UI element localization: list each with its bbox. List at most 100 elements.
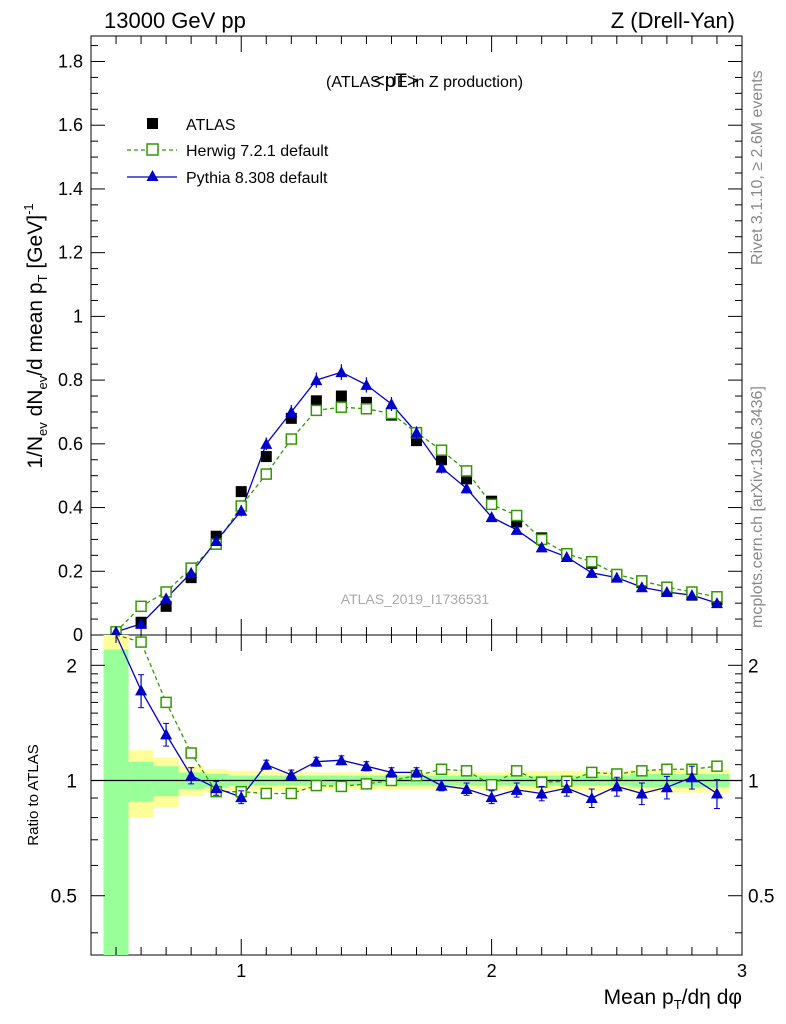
herwig-ratio-point bbox=[185, 747, 197, 759]
herwig-point bbox=[485, 498, 498, 511]
pythia-ratio-point bbox=[635, 787, 648, 799]
legend-atlas-label: ATLAS bbox=[186, 117, 236, 134]
ratio-band-green bbox=[128, 761, 154, 802]
herwig-point bbox=[135, 600, 147, 613]
pythia-point bbox=[110, 625, 123, 637]
ratio-y-axis-label: Ratio to ATLAS bbox=[25, 744, 42, 845]
pythia-ratio-point bbox=[310, 755, 323, 767]
herwig-point bbox=[360, 403, 373, 415]
pythia-point bbox=[535, 541, 548, 553]
plot-subtitle: (ATLAS UE in Z production) bbox=[326, 74, 523, 91]
herwig-ratio-point bbox=[586, 766, 598, 779]
pythia-ratio-point bbox=[710, 787, 723, 799]
x-axis-label: Mean pT/dη dφ bbox=[604, 986, 742, 1012]
pythia-point bbox=[135, 617, 148, 629]
x-tick-label: 1 bbox=[236, 961, 246, 981]
y-tick-label: 1 bbox=[73, 306, 83, 326]
pythia-ratio-point bbox=[360, 760, 373, 772]
atlas-point bbox=[511, 516, 523, 528]
pythia-ratio-point bbox=[610, 780, 623, 792]
rivet-label: Rivet 3.1.10, ≥ 2.6M events bbox=[749, 70, 766, 265]
herwig-ratio-point bbox=[360, 778, 373, 790]
herwig-point bbox=[260, 468, 273, 480]
herwig-point bbox=[460, 465, 473, 477]
pythia-point bbox=[310, 374, 323, 386]
herwig-ratio-point bbox=[636, 765, 648, 777]
legend-pythia-label: Pythia 8.308 default bbox=[186, 170, 328, 187]
main-series bbox=[110, 364, 723, 639]
herwig-ratio-point bbox=[335, 780, 348, 793]
herwig-ratio-point bbox=[535, 776, 548, 788]
herwig-point bbox=[285, 433, 298, 445]
pythia-ratio-point bbox=[285, 768, 298, 780]
legend-atlas-marker bbox=[147, 118, 158, 129]
pythia-ratio-point bbox=[235, 791, 248, 803]
pythia-ratio-point bbox=[160, 728, 173, 740]
pythia-ratio-point bbox=[210, 782, 223, 794]
herwig-point bbox=[510, 509, 523, 522]
pythia-ratio-point bbox=[385, 766, 398, 778]
ratio-tick-label: 0.5 bbox=[51, 887, 77, 908]
ratio-tick-label-right: 0.5 bbox=[748, 887, 774, 908]
pythia-ratio-point bbox=[135, 684, 148, 696]
herwig-ratio-point bbox=[711, 760, 723, 772]
atlas-point bbox=[310, 395, 322, 407]
pythia-point bbox=[435, 461, 448, 473]
pythia-point bbox=[285, 405, 298, 417]
process-label: Z (Drell-Yan) bbox=[611, 8, 735, 33]
pythia-ratio-point bbox=[535, 787, 548, 799]
herwig-ratio-point bbox=[485, 778, 498, 791]
legend-herwig-marker bbox=[146, 143, 159, 156]
pythia-ratio-point bbox=[560, 782, 573, 794]
y-tick-label: 0.2 bbox=[58, 561, 83, 581]
pythia-point bbox=[160, 592, 173, 604]
pythia-ratio-point bbox=[685, 771, 698, 783]
herwig-ratio-point bbox=[135, 636, 147, 648]
y-tick-label: 1.6 bbox=[58, 115, 83, 135]
energy-label: 13000 GeV pp bbox=[104, 8, 246, 33]
pythia-ratio-point bbox=[410, 766, 423, 778]
ratio-tick-label-right: 1 bbox=[748, 772, 759, 793]
ratio-tick-label: 1 bbox=[66, 772, 77, 793]
pythia-point bbox=[585, 566, 598, 578]
atlas-point bbox=[160, 600, 172, 612]
pythia-point bbox=[460, 482, 473, 494]
y-tick-label: 0.6 bbox=[58, 434, 83, 454]
herwig-ratio-point bbox=[510, 765, 523, 777]
pythia-ratio-point bbox=[485, 791, 498, 803]
pythia-point bbox=[410, 426, 423, 438]
y-tick-label: 1.8 bbox=[58, 51, 83, 71]
pythia-ratio-point bbox=[510, 783, 523, 795]
ratio-band-green bbox=[153, 766, 179, 797]
pythia-ratio-point bbox=[435, 779, 448, 791]
atlas-point bbox=[260, 451, 272, 463]
mcplots-label: mcplots.cern.ch [arXiv:1306.3436] bbox=[749, 386, 766, 628]
herwig-ratio-point bbox=[260, 787, 273, 800]
pythia-point bbox=[635, 581, 648, 593]
legend: ATLAS Herwig 7.2.1 default Pythia 8.308 … bbox=[127, 117, 329, 187]
atlas-point bbox=[235, 486, 247, 498]
pythia-point bbox=[710, 597, 723, 609]
atlas-point bbox=[411, 435, 422, 447]
pythia-ratio-point bbox=[585, 792, 598, 804]
ratio-tick-label: 2 bbox=[66, 656, 77, 677]
pythia-point bbox=[360, 378, 373, 390]
legend-pythia-marker bbox=[146, 170, 159, 181]
ratio-series bbox=[115, 634, 723, 810]
ratio-x-axis: 1 2 3 bbox=[115, 635, 747, 981]
pythia-point bbox=[685, 589, 698, 601]
y-tick-label: 0 bbox=[73, 625, 83, 645]
y-tick-label: 1.4 bbox=[58, 179, 83, 199]
analysis-watermark: ATLAS_2019_I1736531 bbox=[341, 591, 490, 607]
pythia-point bbox=[235, 504, 248, 516]
pythia-ratio-point bbox=[660, 781, 673, 793]
pythia-point bbox=[485, 511, 498, 523]
y-tick-label: 0.4 bbox=[58, 498, 83, 518]
pythia-point bbox=[560, 550, 573, 562]
legend-herwig-label: Herwig 7.2.1 default bbox=[186, 143, 329, 160]
pythia-ratio-point bbox=[335, 754, 348, 766]
main-x-ticks bbox=[115, 36, 743, 635]
ratio-y-axis: 0.5 0.5 1 1 2 2 bbox=[51, 648, 774, 934]
pythia-point bbox=[610, 571, 623, 583]
